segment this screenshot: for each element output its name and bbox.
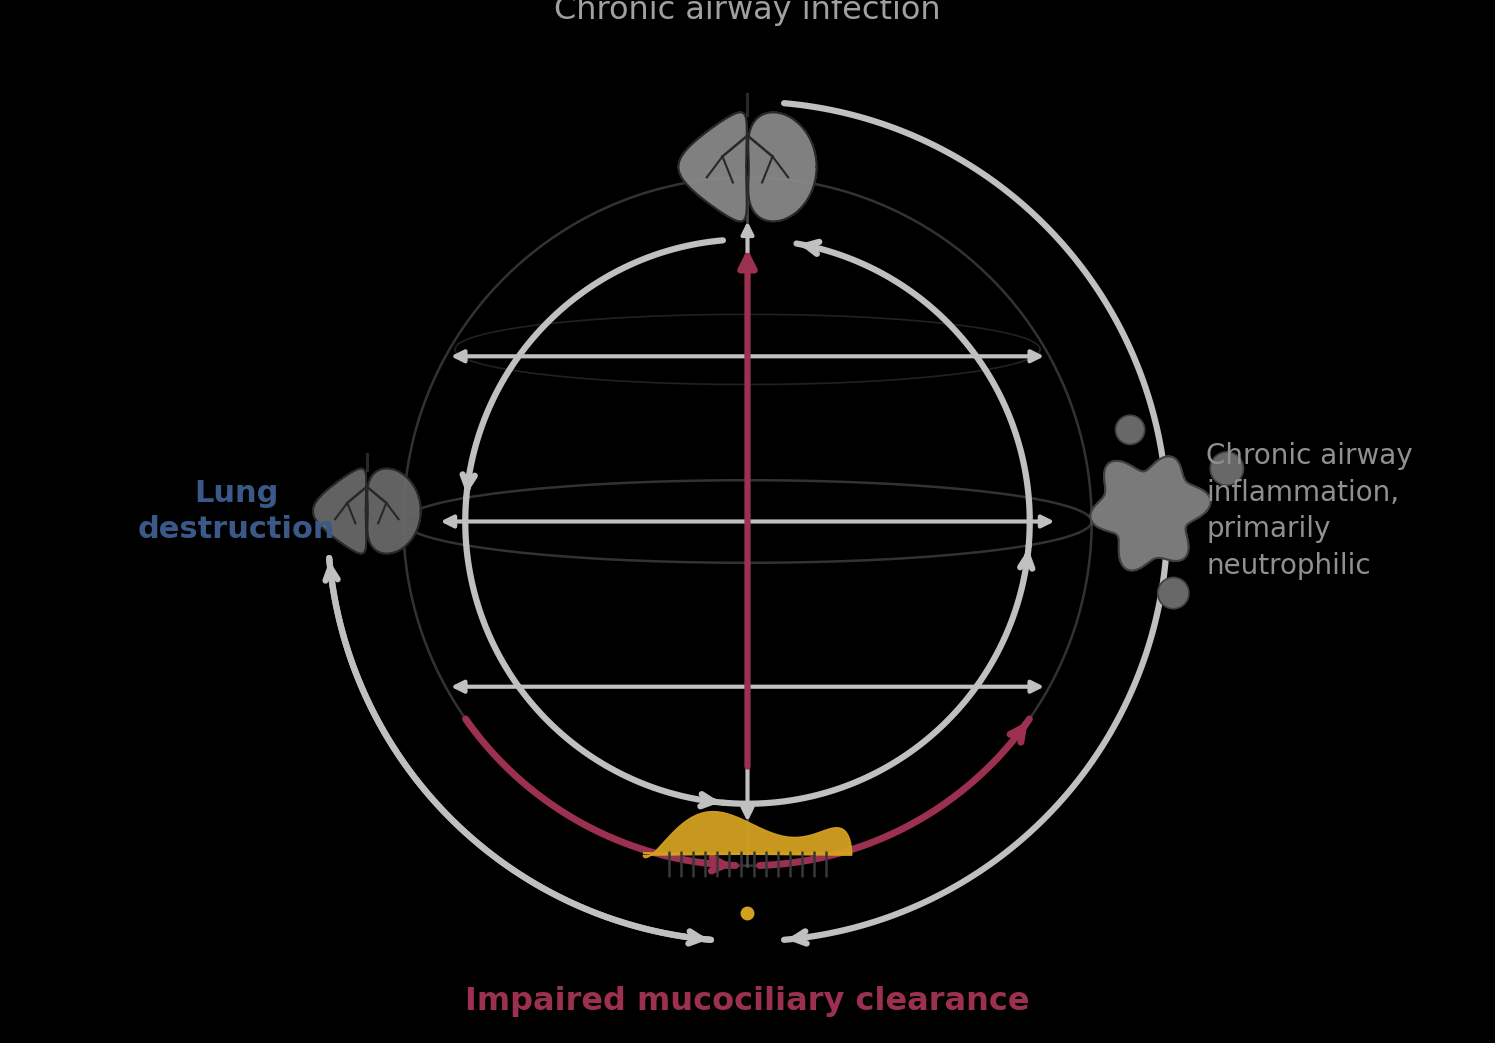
Circle shape xyxy=(1209,452,1244,485)
Circle shape xyxy=(1115,415,1145,444)
Polygon shape xyxy=(312,468,366,554)
Polygon shape xyxy=(748,113,816,221)
Text: Lung
destruction: Lung destruction xyxy=(138,479,335,543)
Polygon shape xyxy=(368,468,420,554)
Text: Chronic airway infection: Chronic airway infection xyxy=(555,0,940,26)
Polygon shape xyxy=(1090,456,1211,571)
Polygon shape xyxy=(643,811,852,857)
Circle shape xyxy=(1157,578,1189,609)
Text: Impaired mucociliary clearance: Impaired mucociliary clearance xyxy=(465,986,1030,1017)
Text: Chronic airway
inflammation,
primarily
neutrophilic: Chronic airway inflammation, primarily n… xyxy=(1206,442,1413,580)
Polygon shape xyxy=(679,113,748,221)
